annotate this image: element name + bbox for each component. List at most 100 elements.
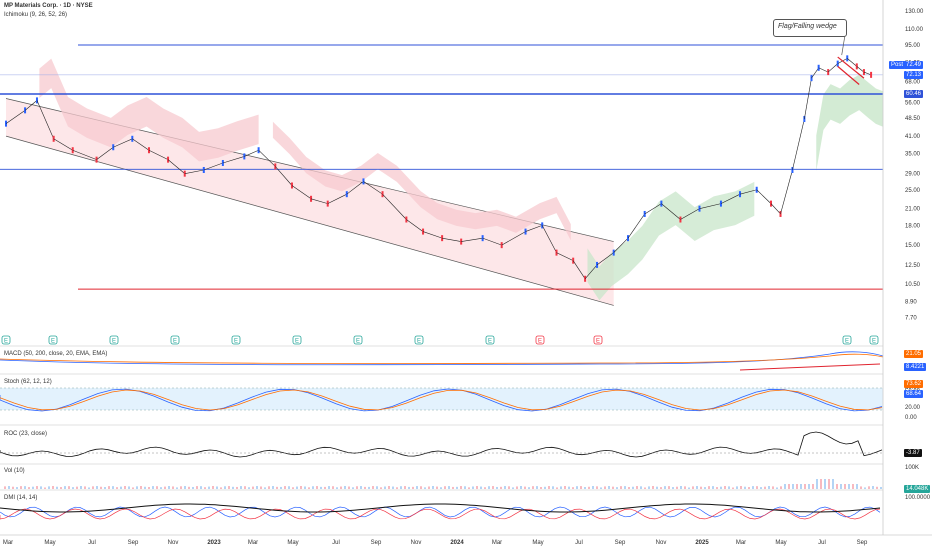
volume-bar <box>612 486 614 489</box>
volume-bar <box>292 487 294 489</box>
time-tick-label: Jul <box>88 540 96 546</box>
volume-bar <box>92 486 94 489</box>
volume-bar <box>408 486 410 489</box>
wedge-top <box>837 56 865 79</box>
volume-bar <box>604 486 606 489</box>
volume-bar <box>368 486 370 489</box>
volume-bar <box>484 487 486 489</box>
annotation-callout <box>773 19 847 37</box>
price-segment <box>661 203 681 220</box>
volume-bar <box>84 486 86 489</box>
price-segment <box>847 58 857 67</box>
roc-badge: -3.87 <box>904 449 922 457</box>
volume-bar <box>468 487 470 489</box>
volume-bar <box>144 486 146 489</box>
volume-bar <box>88 487 90 489</box>
stoch-tick-label: 20.00 <box>905 405 921 411</box>
level-badge: 60.46 <box>904 90 924 98</box>
price-segment <box>770 203 781 215</box>
volume-bar <box>800 484 802 489</box>
price-segment <box>167 159 185 174</box>
volume-bar <box>600 487 602 489</box>
volume-bar <box>364 486 366 489</box>
price-series <box>5 55 873 282</box>
volume-bar <box>764 486 766 489</box>
volume-bar <box>868 486 870 489</box>
earnings-marker-label: E <box>234 339 238 345</box>
stoch-d-line <box>0 389 883 411</box>
volume-bar <box>444 486 446 489</box>
price-tick-label: 130.00 <box>905 9 924 15</box>
volume-bar <box>528 487 530 489</box>
price-tick-label: 8.90 <box>905 300 917 306</box>
volume-bar <box>848 484 850 489</box>
price-tick-label: 15.00 <box>905 243 921 249</box>
price-segment <box>525 225 543 232</box>
volume-bar <box>284 486 286 489</box>
volume-bar <box>180 486 182 489</box>
volume-bar <box>768 486 770 489</box>
price-segment <box>275 166 293 186</box>
volume-bar <box>64 486 66 489</box>
price-segment <box>53 138 73 151</box>
volume-bar <box>828 479 830 489</box>
price-segment <box>258 150 276 167</box>
volume-bar <box>524 486 526 489</box>
cloud-red-2 <box>272 121 571 241</box>
volume-bar <box>876 486 878 489</box>
volume-bar <box>344 486 346 489</box>
volume-bar <box>304 486 306 489</box>
roc-title: ROC (23, close) <box>4 431 48 437</box>
price-segment <box>572 260 586 279</box>
price-tick-label: 110.00 <box>905 27 924 33</box>
volume-bar <box>412 486 414 489</box>
volume-bar <box>44 487 46 489</box>
price-segment <box>584 264 598 279</box>
volume-bar <box>552 486 554 489</box>
volume-bar <box>672 487 674 489</box>
earnings-marker-label: E <box>488 339 492 345</box>
price-axis: 130.00110.0095.0081.0068.0056.0048.5041.… <box>882 0 931 535</box>
macd-signal <box>0 353 884 364</box>
dmi-title: DMI (14, 14) <box>4 495 38 501</box>
time-axis: Mar May Jul Sep Nov 2023 Mar May Jul Sep Nov 2024 Ma… <box>0 534 932 546</box>
time-tick-label: Sep <box>615 540 626 546</box>
volume-bar <box>500 486 502 489</box>
earnings-marker-label: E <box>356 339 360 345</box>
volume-bar <box>152 486 154 489</box>
volume-bar <box>812 484 814 489</box>
volume-bar <box>236 486 238 489</box>
price-segment <box>827 63 838 73</box>
volume-bar <box>472 486 474 489</box>
volume-bar <box>752 486 754 489</box>
price-segment <box>739 189 757 195</box>
volume-bar <box>356 486 358 489</box>
volume-bar <box>864 487 866 489</box>
price-tick-label: 12.50 <box>905 263 921 269</box>
price-tick-label: 21.00 <box>905 207 921 213</box>
volume-bar <box>860 486 862 489</box>
earnings-marker <box>170 335 180 345</box>
time-tick-label: Sep <box>128 540 139 546</box>
time-tick-label: May <box>287 540 298 546</box>
volume-bar <box>460 486 462 489</box>
stoch-tick-label: 0.00 <box>905 415 917 421</box>
volume-bar <box>4 486 6 489</box>
price-segment <box>132 138 150 151</box>
stoch-d-badge: 68.64 <box>904 390 924 398</box>
volume-bar <box>708 486 710 489</box>
volume-bar <box>536 486 538 489</box>
volume-bar <box>664 486 666 489</box>
volume-bar <box>112 486 114 489</box>
price-segment <box>792 118 805 171</box>
time-tick-label: 2023 <box>207 540 221 546</box>
volume-bar <box>636 486 638 489</box>
volume-bar <box>432 486 434 489</box>
volume-bar <box>380 487 382 489</box>
volume-bar <box>372 486 374 489</box>
volume-bar <box>248 487 250 489</box>
price-segment <box>720 193 741 204</box>
price-segment <box>596 252 614 266</box>
volume-bar <box>40 486 42 489</box>
volume-bar <box>132 487 134 489</box>
